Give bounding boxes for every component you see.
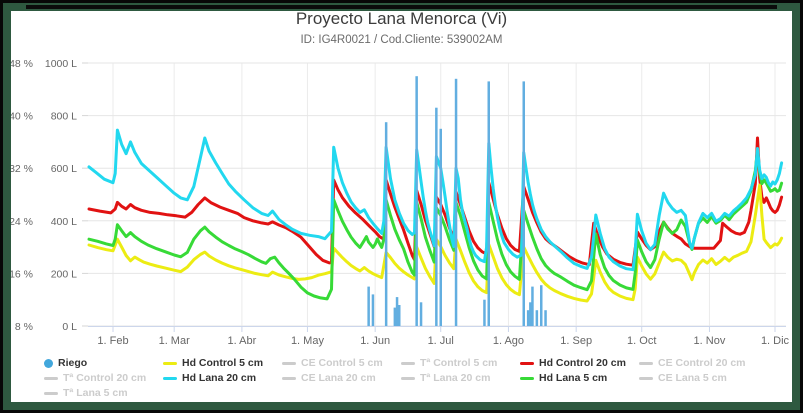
legend-label: Hd Lana 5 cm [539, 372, 608, 384]
x-axis-label: 1. Jul [428, 335, 454, 347]
legend-line-marker [44, 377, 58, 380]
y-axis-label-liters: 800 L [51, 111, 77, 123]
y-axis-label-percent: 48 % [9, 58, 33, 70]
legend-label: Hd Control 5 cm [182, 357, 264, 369]
x-axis-label: 1. Dic [761, 335, 790, 347]
riego-bar [544, 310, 547, 326]
chart-subtitle: ID: IG4R0021 / Cod.Cliente: 539002AM [300, 34, 503, 46]
legend-label: Tª Control 5 cm [420, 357, 498, 369]
series-line-hd-control-20-cm [87, 136, 784, 267]
legend-line-marker [401, 362, 415, 365]
legend-item-hd-lana-20-cm[interactable]: Hd Lana 20 cm [163, 371, 282, 386]
riego-bar [522, 81, 525, 327]
y-axis-label-percent: 40 % [9, 111, 33, 123]
legend-line-marker [282, 362, 296, 365]
riego-bar [419, 302, 423, 326]
legend-label: CE Lana 5 cm [658, 372, 727, 384]
x-axis-label: 1. Abr [228, 335, 257, 347]
legend-line-marker [639, 377, 653, 380]
legend-item-ce-control-5-cm[interactable]: CE Control 5 cm [282, 356, 401, 371]
legend-item-t-control-5-cm[interactable]: Tª Control 5 cm [401, 356, 520, 371]
series-line-hd-lana-20-cm [87, 128, 784, 272]
x-axis-label: 1. May [291, 335, 325, 347]
y-axis-label-liters: 200 L [51, 268, 77, 280]
legend-label: Riego [58, 357, 88, 369]
legend-label: Tª Control 20 cm [63, 372, 147, 384]
legend-label: Hd Control 20 cm [539, 357, 626, 369]
riego-bar [393, 307, 397, 326]
riego-bar [384, 122, 388, 326]
legend-item-hd-control-5-cm[interactable]: Hd Control 5 cm [163, 356, 282, 371]
y-axis-label-percent: 16 % [9, 268, 33, 280]
legend-label: CE Control 5 cm [301, 357, 383, 369]
riego-bar [529, 302, 532, 326]
series-riego-bars [367, 76, 547, 327]
riego-bar [367, 286, 370, 326]
y-axis-label-liters: 0 L [62, 321, 77, 333]
riego-bar [398, 305, 401, 326]
legend-line-marker [520, 377, 534, 380]
riego-bar [487, 81, 490, 327]
legend-line-marker [163, 362, 177, 365]
legend-item-hd-control-20-cm[interactable]: Hd Control 20 cm [520, 356, 639, 371]
y-axis-label-liters: 400 L [51, 216, 77, 228]
y-axis-label-percent: 24 % [9, 216, 33, 228]
riego-bar [540, 285, 543, 326]
x-axis-label: 1. Oct [627, 335, 656, 347]
riego-bar [531, 286, 534, 326]
legend-line-marker [282, 377, 296, 380]
riego-bar [535, 310, 539, 326]
y-axis-label-liters: 1000 L [45, 58, 77, 70]
legend-item-ce-lana-5-cm[interactable]: CE Lana 5 cm [639, 371, 758, 386]
legend-item-t-lana-20-cm[interactable]: Tª Lana 20 cm [401, 371, 520, 386]
legend-item-t-control-20-cm[interactable]: Tª Control 20 cm [44, 371, 163, 386]
riego-bar [439, 128, 442, 327]
legend-line-marker [639, 362, 653, 365]
riego-bar [526, 310, 530, 326]
legend-label: Tª Lana 20 cm [420, 372, 491, 384]
y-axis-label-percent: 32 % [9, 163, 33, 175]
legend-item-t-lana-5-cm[interactable]: Tª Lana 5 cm [44, 386, 163, 401]
legend-line-marker [44, 392, 58, 395]
series-line-hd-control-5-cm [87, 183, 784, 303]
legend-item-ce-control-20-cm[interactable]: CE Control 20 cm [639, 356, 758, 371]
legend-label: CE Lana 20 cm [301, 372, 376, 384]
legend-item-riego[interactable]: Riego [44, 356, 163, 371]
legend-line-marker [520, 362, 534, 365]
riego-bar [483, 299, 486, 326]
legend-line-marker [401, 377, 415, 380]
legend-circle-marker [44, 359, 53, 368]
legend-line-marker [163, 377, 177, 380]
riego-bar [454, 78, 458, 326]
x-axis-label: 1. Sep [560, 335, 592, 347]
x-axis-label: 1. Mar [159, 335, 191, 347]
y-axis-label-liters: 600 L [51, 163, 77, 175]
riego-bar [395, 297, 399, 326]
y-axis-label-percent: 8 % [15, 321, 33, 333]
legend-item-hd-lana-5-cm[interactable]: Hd Lana 5 cm [520, 371, 639, 386]
x-axis-label: 1. Nov [694, 335, 726, 347]
legend: Riego Hd Control 5 cm CE Control 5 cm Tª Co… [44, 356, 758, 401]
legend-item-ce-lana-20-cm[interactable]: CE Lana 20 cm [282, 371, 401, 386]
riego-bar [435, 107, 438, 326]
x-axis-label: 1. Jun [360, 335, 390, 347]
riego-bar [371, 294, 375, 326]
x-axis-label: 1. Feb [97, 335, 128, 347]
chart-title: Proyecto Lana Menorca (Vi) [295, 9, 508, 28]
legend-label: CE Control 20 cm [658, 357, 746, 369]
legend-label: Tª Lana 5 cm [63, 387, 128, 399]
legend-label: Hd Lana 20 cm [182, 372, 257, 384]
riego-bar [415, 76, 418, 326]
x-axis-label: 1. Ago [493, 335, 524, 347]
